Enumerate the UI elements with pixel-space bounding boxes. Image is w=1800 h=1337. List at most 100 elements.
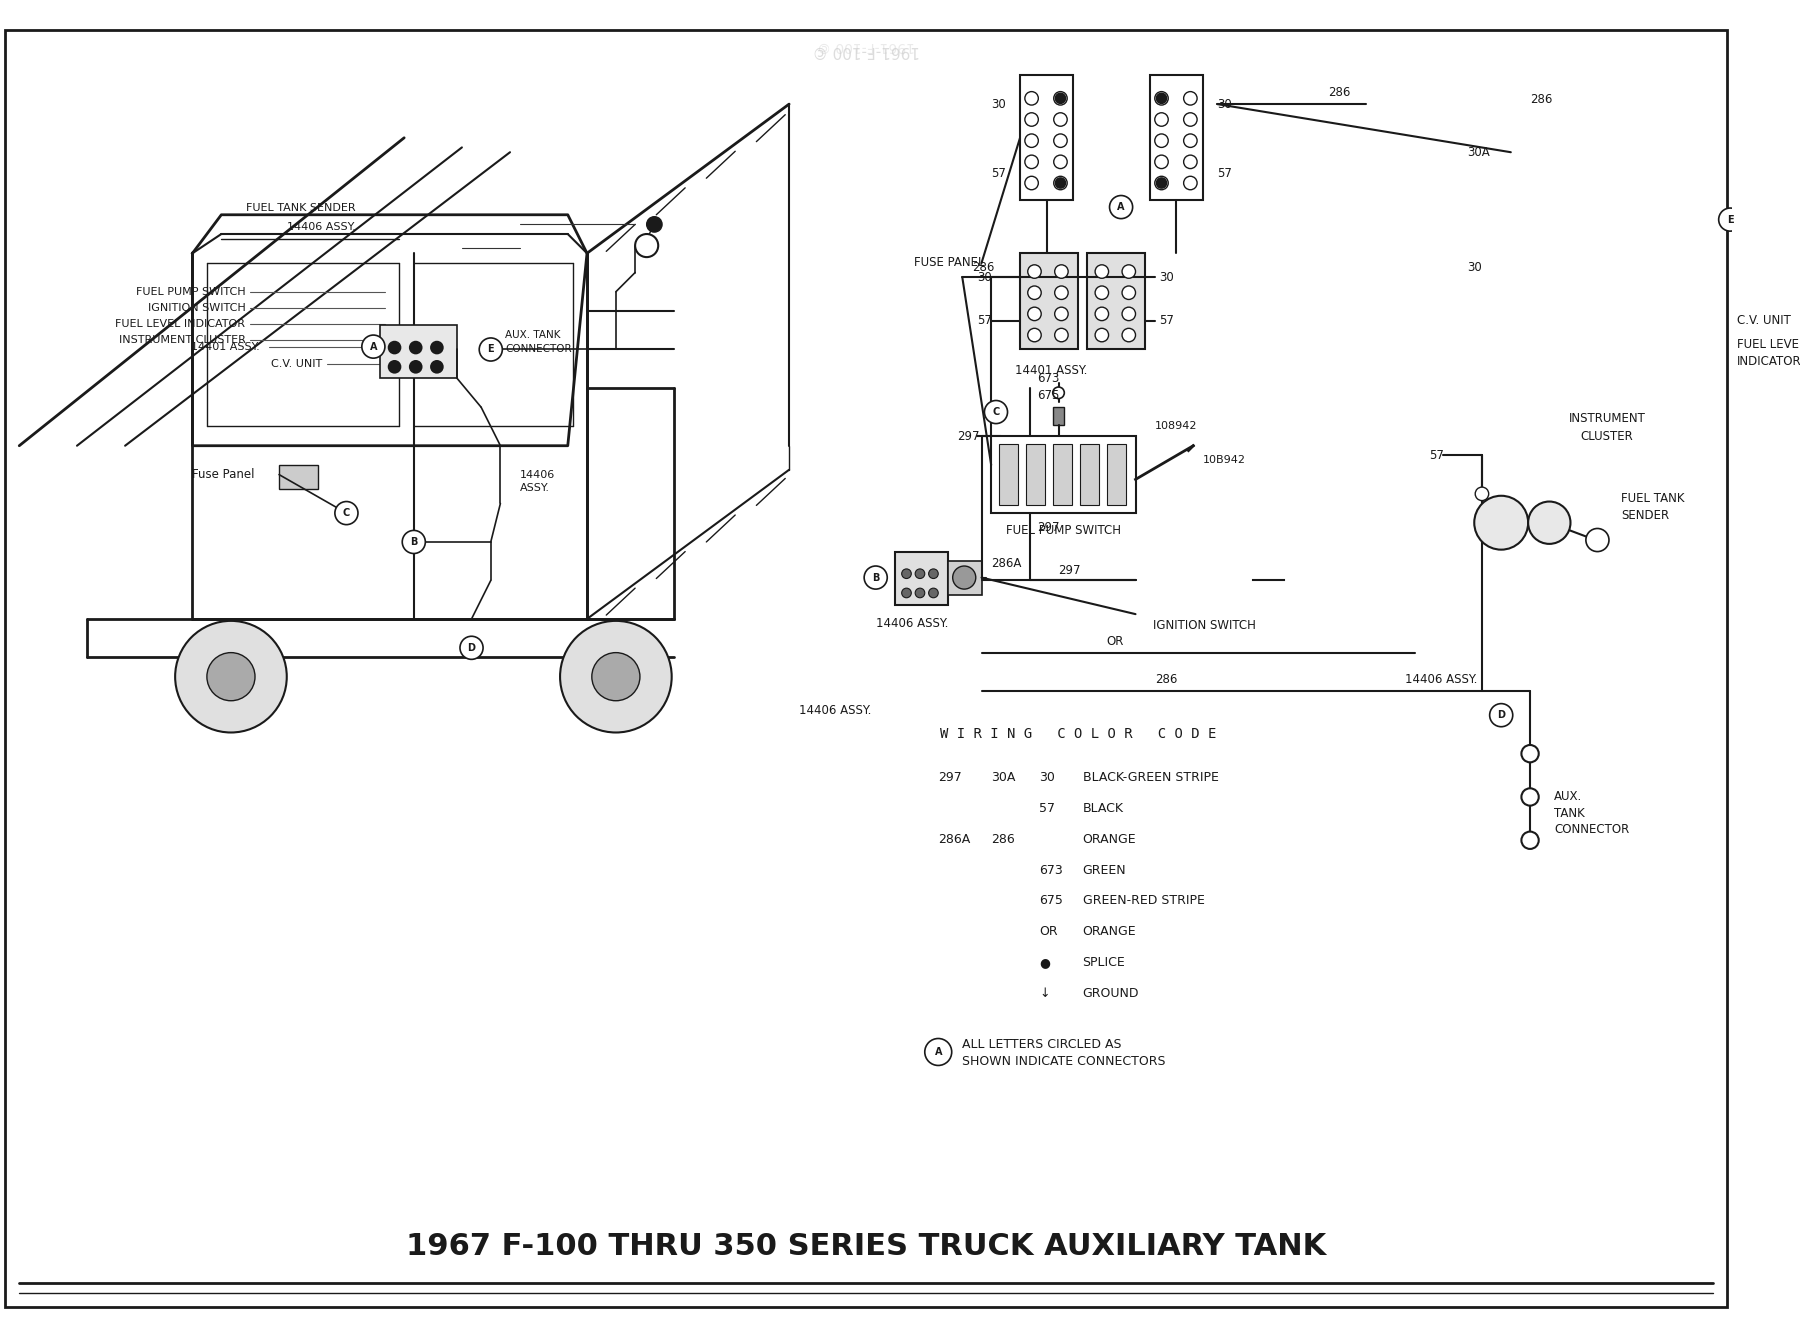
Circle shape bbox=[1053, 155, 1067, 168]
Circle shape bbox=[1024, 112, 1039, 126]
Text: FUEL TANK SENDER: FUEL TANK SENDER bbox=[247, 203, 356, 213]
Text: TANK: TANK bbox=[1553, 806, 1584, 820]
Text: 57: 57 bbox=[1429, 449, 1444, 461]
Circle shape bbox=[1156, 92, 1168, 106]
Text: 297: 297 bbox=[958, 429, 979, 443]
Text: 297: 297 bbox=[1037, 521, 1060, 533]
Text: C: C bbox=[992, 406, 999, 417]
Circle shape bbox=[1474, 496, 1528, 550]
Text: 108942: 108942 bbox=[1156, 421, 1197, 432]
Circle shape bbox=[410, 342, 421, 353]
Text: FUEL TANK: FUEL TANK bbox=[1622, 492, 1685, 505]
Circle shape bbox=[479, 338, 502, 361]
Text: 286: 286 bbox=[972, 261, 994, 274]
Bar bbox=[1053, 444, 1073, 505]
Text: 673: 673 bbox=[1039, 864, 1064, 877]
Text: GREEN: GREEN bbox=[1082, 864, 1127, 877]
Circle shape bbox=[1055, 329, 1067, 342]
Circle shape bbox=[1024, 92, 1039, 106]
Bar bbox=[380, 325, 457, 378]
Bar bbox=[1150, 75, 1202, 201]
Circle shape bbox=[207, 652, 256, 701]
Circle shape bbox=[1028, 329, 1040, 342]
Bar bbox=[999, 444, 1019, 505]
Text: ASSY.: ASSY. bbox=[520, 483, 549, 493]
Text: IGNITION SWITCH: IGNITION SWITCH bbox=[148, 303, 245, 313]
Circle shape bbox=[1055, 94, 1066, 103]
Text: INSTRUMENT: INSTRUMENT bbox=[1568, 412, 1645, 425]
Circle shape bbox=[1184, 155, 1197, 168]
Circle shape bbox=[929, 570, 938, 579]
Text: 286A: 286A bbox=[992, 556, 1022, 570]
Circle shape bbox=[560, 620, 671, 733]
Circle shape bbox=[410, 361, 421, 373]
Circle shape bbox=[1094, 286, 1109, 299]
Bar bbox=[1053, 408, 1064, 425]
Text: E: E bbox=[1726, 214, 1733, 225]
Circle shape bbox=[952, 566, 976, 590]
Circle shape bbox=[1053, 176, 1067, 190]
Circle shape bbox=[389, 361, 400, 373]
Bar bbox=[1087, 253, 1145, 349]
Circle shape bbox=[864, 566, 887, 590]
Text: 30: 30 bbox=[992, 98, 1006, 111]
Text: A: A bbox=[369, 342, 378, 352]
Circle shape bbox=[1184, 92, 1197, 106]
Text: SHOWN INDICATE CONNECTORS: SHOWN INDICATE CONNECTORS bbox=[963, 1055, 1166, 1068]
Circle shape bbox=[362, 336, 385, 358]
Polygon shape bbox=[193, 215, 587, 445]
Text: FUEL LEVEL INDICATOR: FUEL LEVEL INDICATOR bbox=[115, 320, 245, 329]
Circle shape bbox=[1490, 703, 1512, 727]
Text: 14401 ASSY.: 14401 ASSY. bbox=[1015, 364, 1087, 377]
Text: 14406: 14406 bbox=[520, 469, 554, 480]
Text: 57: 57 bbox=[992, 167, 1006, 180]
Circle shape bbox=[1055, 308, 1067, 321]
Circle shape bbox=[1719, 209, 1742, 231]
Circle shape bbox=[902, 570, 911, 579]
Text: 57: 57 bbox=[1217, 167, 1233, 180]
Text: BLACK-GREEN STRIPE: BLACK-GREEN STRIPE bbox=[1082, 771, 1219, 785]
Circle shape bbox=[1055, 286, 1067, 299]
Circle shape bbox=[1121, 329, 1136, 342]
FancyBboxPatch shape bbox=[1496, 104, 1717, 412]
Text: B: B bbox=[410, 537, 418, 547]
Circle shape bbox=[1024, 176, 1039, 190]
Circle shape bbox=[1521, 832, 1539, 849]
Circle shape bbox=[1156, 134, 1168, 147]
Circle shape bbox=[1053, 386, 1064, 398]
Text: 286: 286 bbox=[1530, 92, 1552, 106]
Text: 57: 57 bbox=[1159, 314, 1174, 328]
Text: 30A: 30A bbox=[992, 771, 1015, 785]
Circle shape bbox=[1586, 528, 1609, 552]
Text: 14401 ASSY.: 14401 ASSY. bbox=[191, 342, 259, 352]
Text: GREEN-RED STRIPE: GREEN-RED STRIPE bbox=[1082, 894, 1204, 908]
Circle shape bbox=[1528, 501, 1570, 544]
Text: 297: 297 bbox=[1058, 564, 1082, 578]
Text: SENDER: SENDER bbox=[1622, 508, 1670, 521]
Circle shape bbox=[1156, 112, 1168, 126]
Text: FUEL LEVEL: FUEL LEVEL bbox=[1737, 338, 1800, 352]
Text: 30A: 30A bbox=[1467, 146, 1490, 159]
Circle shape bbox=[1121, 286, 1136, 299]
Bar bbox=[1080, 444, 1100, 505]
Text: A: A bbox=[1118, 202, 1125, 213]
Text: 14406 ASSY.: 14406 ASSY. bbox=[1406, 673, 1478, 686]
Bar bbox=[279, 465, 317, 489]
Circle shape bbox=[914, 588, 925, 598]
Circle shape bbox=[1055, 265, 1067, 278]
Text: ORANGE: ORANGE bbox=[1082, 833, 1136, 846]
Text: D: D bbox=[1498, 710, 1505, 721]
Text: AUX. TANK: AUX. TANK bbox=[506, 330, 562, 340]
Circle shape bbox=[1055, 178, 1066, 187]
Circle shape bbox=[389, 342, 400, 353]
Circle shape bbox=[1521, 789, 1539, 806]
Ellipse shape bbox=[1161, 552, 1202, 610]
Text: 286A: 286A bbox=[938, 833, 970, 846]
Text: A: A bbox=[934, 1047, 941, 1058]
Text: BLACK: BLACK bbox=[1082, 802, 1123, 816]
Circle shape bbox=[1053, 92, 1067, 106]
Text: 30: 30 bbox=[1217, 98, 1231, 111]
Text: 675: 675 bbox=[1039, 894, 1064, 908]
Text: 14406 ASSY.: 14406 ASSY. bbox=[288, 222, 356, 233]
Text: B: B bbox=[871, 572, 880, 583]
